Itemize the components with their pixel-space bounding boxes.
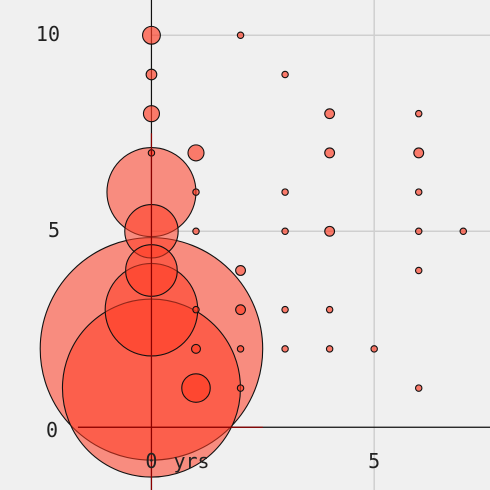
bubble-x2-y1 — [236, 384, 245, 392]
bubble-x4-y2 — [325, 345, 334, 353]
bubble-x2-y10 — [236, 31, 245, 40]
bubble-x0-y8 — [142, 105, 161, 123]
tick-labels: 10 5 0 0 5 yrs — [36, 22, 380, 473]
bubbles — [39, 25, 468, 490]
bubble-x1-y3 — [192, 305, 200, 314]
y-tick-label-10: 10 — [36, 22, 60, 46]
bubble-x1-y5 — [192, 227, 200, 236]
y-tick-label-0: 0 — [46, 418, 58, 442]
bubble-x3-y3 — [281, 305, 289, 314]
bubble-x6-y4 — [414, 266, 423, 275]
bubble-x0-y9 — [145, 68, 158, 81]
bubble-x6-y6 — [414, 188, 423, 196]
x-tick-label-0: 0 — [145, 449, 157, 473]
bubble-x7-y5 — [459, 227, 468, 236]
bubble-x1-y2 — [191, 343, 202, 354]
bubble-x1-y6 — [192, 188, 200, 196]
bubble-x6-y7 — [413, 147, 425, 159]
bubble-x4-y5 — [324, 225, 336, 237]
bubble-x4-y7 — [324, 147, 336, 159]
bubble-x6-y1 — [414, 384, 423, 392]
y-tick-label-5: 5 — [48, 218, 60, 242]
bubble-x0-y10 — [142, 25, 161, 45]
bubble-x3-y9 — [281, 70, 289, 79]
x-axis-unit-label: yrs — [173, 449, 209, 473]
bubble-x2-y3 — [235, 304, 246, 316]
bubble-x3-y2 — [281, 345, 289, 353]
bubble-x4-y3 — [325, 305, 334, 314]
bubble-x2-y2 — [236, 345, 245, 353]
bubble-x2-y4 — [235, 265, 246, 276]
bubble-x4-y8 — [324, 108, 336, 120]
bubble-x1-y7 — [187, 144, 205, 162]
bubble-x5-y2 — [370, 345, 378, 353]
x-tick-label-5: 5 — [368, 449, 380, 473]
bubble-x6-y8 — [414, 109, 423, 118]
bubble-x3-y5 — [281, 227, 289, 236]
bubble-x1-y1 — [181, 373, 211, 403]
gridlines — [151, 0, 490, 490]
bubble-x6-y5 — [414, 227, 423, 236]
bubble-x3-y6 — [281, 188, 289, 196]
